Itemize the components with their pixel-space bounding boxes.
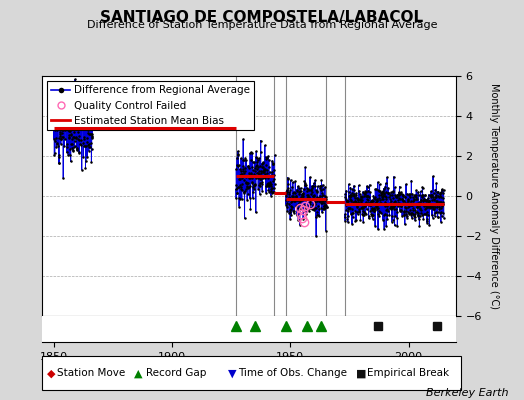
- Y-axis label: Monthly Temperature Anomaly Difference (°C): Monthly Temperature Anomaly Difference (…: [489, 83, 499, 309]
- Text: ▼: ▼: [228, 368, 236, 378]
- Text: ◆: ◆: [47, 368, 56, 378]
- Legend: Difference from Regional Average, Quality Control Failed, Estimated Station Mean: Difference from Regional Average, Qualit…: [47, 81, 254, 130]
- Text: Difference of Station Temperature Data from Regional Average: Difference of Station Temperature Data f…: [87, 20, 437, 30]
- Text: Record Gap: Record Gap: [146, 368, 206, 378]
- Text: Time of Obs. Change: Time of Obs. Change: [238, 368, 347, 378]
- Text: SANTIAGO DE COMPOSTELA/LABACOL: SANTIAGO DE COMPOSTELA/LABACOL: [101, 10, 423, 25]
- Text: Empirical Break: Empirical Break: [367, 368, 449, 378]
- Text: Berkeley Earth: Berkeley Earth: [426, 388, 508, 398]
- Text: Station Move: Station Move: [57, 368, 125, 378]
- Text: ■: ■: [356, 368, 367, 378]
- Text: ▲: ▲: [134, 368, 142, 378]
